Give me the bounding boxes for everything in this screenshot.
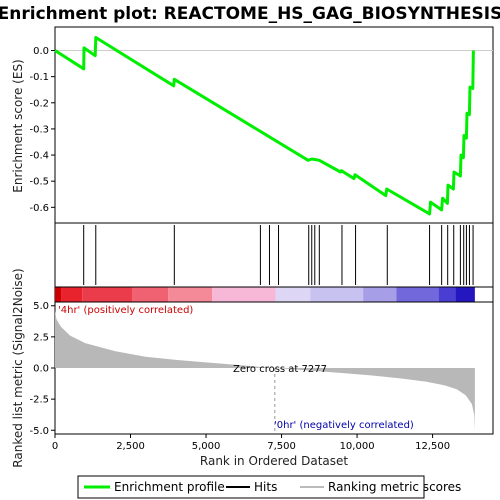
ranking-metric-area	[55, 310, 475, 431]
es-y-axis-label: Enrichment score (ES)	[11, 59, 25, 192]
x-tick-label: 12,500	[415, 441, 450, 452]
chart-title: Enrichment plot: REACTOME_HS_GAG_BIOSYNT…	[0, 4, 500, 24]
metric-y-tick-label: 2.5	[33, 332, 49, 343]
hits-plot-area	[54, 222, 494, 288]
x-tick-label: 2,500	[116, 441, 145, 452]
x-tick-label: 7,500	[267, 441, 296, 452]
color-bar	[55, 287, 475, 302]
negative-correlation-label: '0hr' (negatively correlated)	[274, 420, 414, 431]
color-bar-segment	[275, 287, 311, 302]
color-bar-panel	[54, 286, 494, 303]
color-bar-segment	[438, 287, 456, 302]
es-y-tick-label: -0.5	[29, 177, 49, 188]
es-y-tick-label: -0.4	[29, 151, 49, 162]
metric-y-tick-label: 0.0	[33, 364, 49, 375]
color-bar-segment	[310, 287, 364, 302]
es-y-tick-label: 0.0	[33, 46, 49, 57]
legend-label-enrichment-profile: Enrichment profile	[114, 480, 225, 494]
color-bar-segment	[132, 287, 169, 302]
hit-lines	[83, 225, 474, 285]
es-y-tick-label: -0.3	[29, 124, 49, 135]
x-axis-ticks: 0 2,500 5,000 7,500 10,000 12,500	[52, 434, 450, 452]
enrichment-profile-line	[54, 36, 475, 216]
legend: Enrichment profile Hits Ranking metric s…	[77, 475, 461, 499]
legend-box	[77, 475, 425, 499]
es-plot-area	[54, 26, 494, 224]
x-axis-label: Rank in Ordered Dataset	[200, 454, 348, 468]
hits-panel	[54, 222, 494, 288]
color-bar-segment	[363, 287, 397, 302]
es-panel: 0.0 -0.1 -0.2 -0.3 -0.4 -0.5 -0.6 Enrichment s…	[11, 26, 494, 224]
color-bar-segment	[396, 287, 439, 302]
x-tick-label: 10,000	[340, 441, 375, 452]
es-y-ticks: 0.0 -0.1 -0.2 -0.3 -0.4 -0.5 -0.6	[29, 46, 55, 214]
x-tick-label: 5,000	[192, 441, 221, 452]
metric-y-tick-label: -2.5	[29, 395, 49, 406]
x-tick-label: 0	[52, 441, 58, 452]
color-bar-segment	[212, 287, 276, 302]
color-bar-segment	[82, 287, 133, 302]
color-bar-segment	[61, 287, 83, 302]
metric-y-tick-label: -5.0	[29, 426, 49, 437]
metric-panel: 5.0 2.5 0.0 -2.5 -5.0 '4hr' (positively corr…	[11, 268, 494, 468]
color-bar-segment	[455, 287, 475, 302]
color-bar-segment	[168, 287, 213, 302]
metric-y-ticks: 5.0 2.5 0.0 -2.5 -5.0	[29, 301, 55, 437]
zero-cross-label: Zero cross at 7277	[233, 364, 327, 375]
legend-label-hits: Hits	[254, 480, 277, 494]
metric-y-tick-label: 5.0	[33, 301, 49, 312]
es-y-tick-label: -0.2	[29, 98, 49, 109]
legend-label-ranking-metric: Ranking metric scores	[328, 480, 461, 494]
es-y-tick-label: -0.1	[29, 72, 49, 83]
positive-correlation-label: '4hr' (positively correlated)	[58, 305, 193, 316]
metric-y-axis-label: Ranked list metric (Signal2Noise)	[11, 268, 25, 467]
es-y-tick-label: -0.6	[29, 203, 49, 214]
color-bar-segment	[55, 287, 62, 302]
